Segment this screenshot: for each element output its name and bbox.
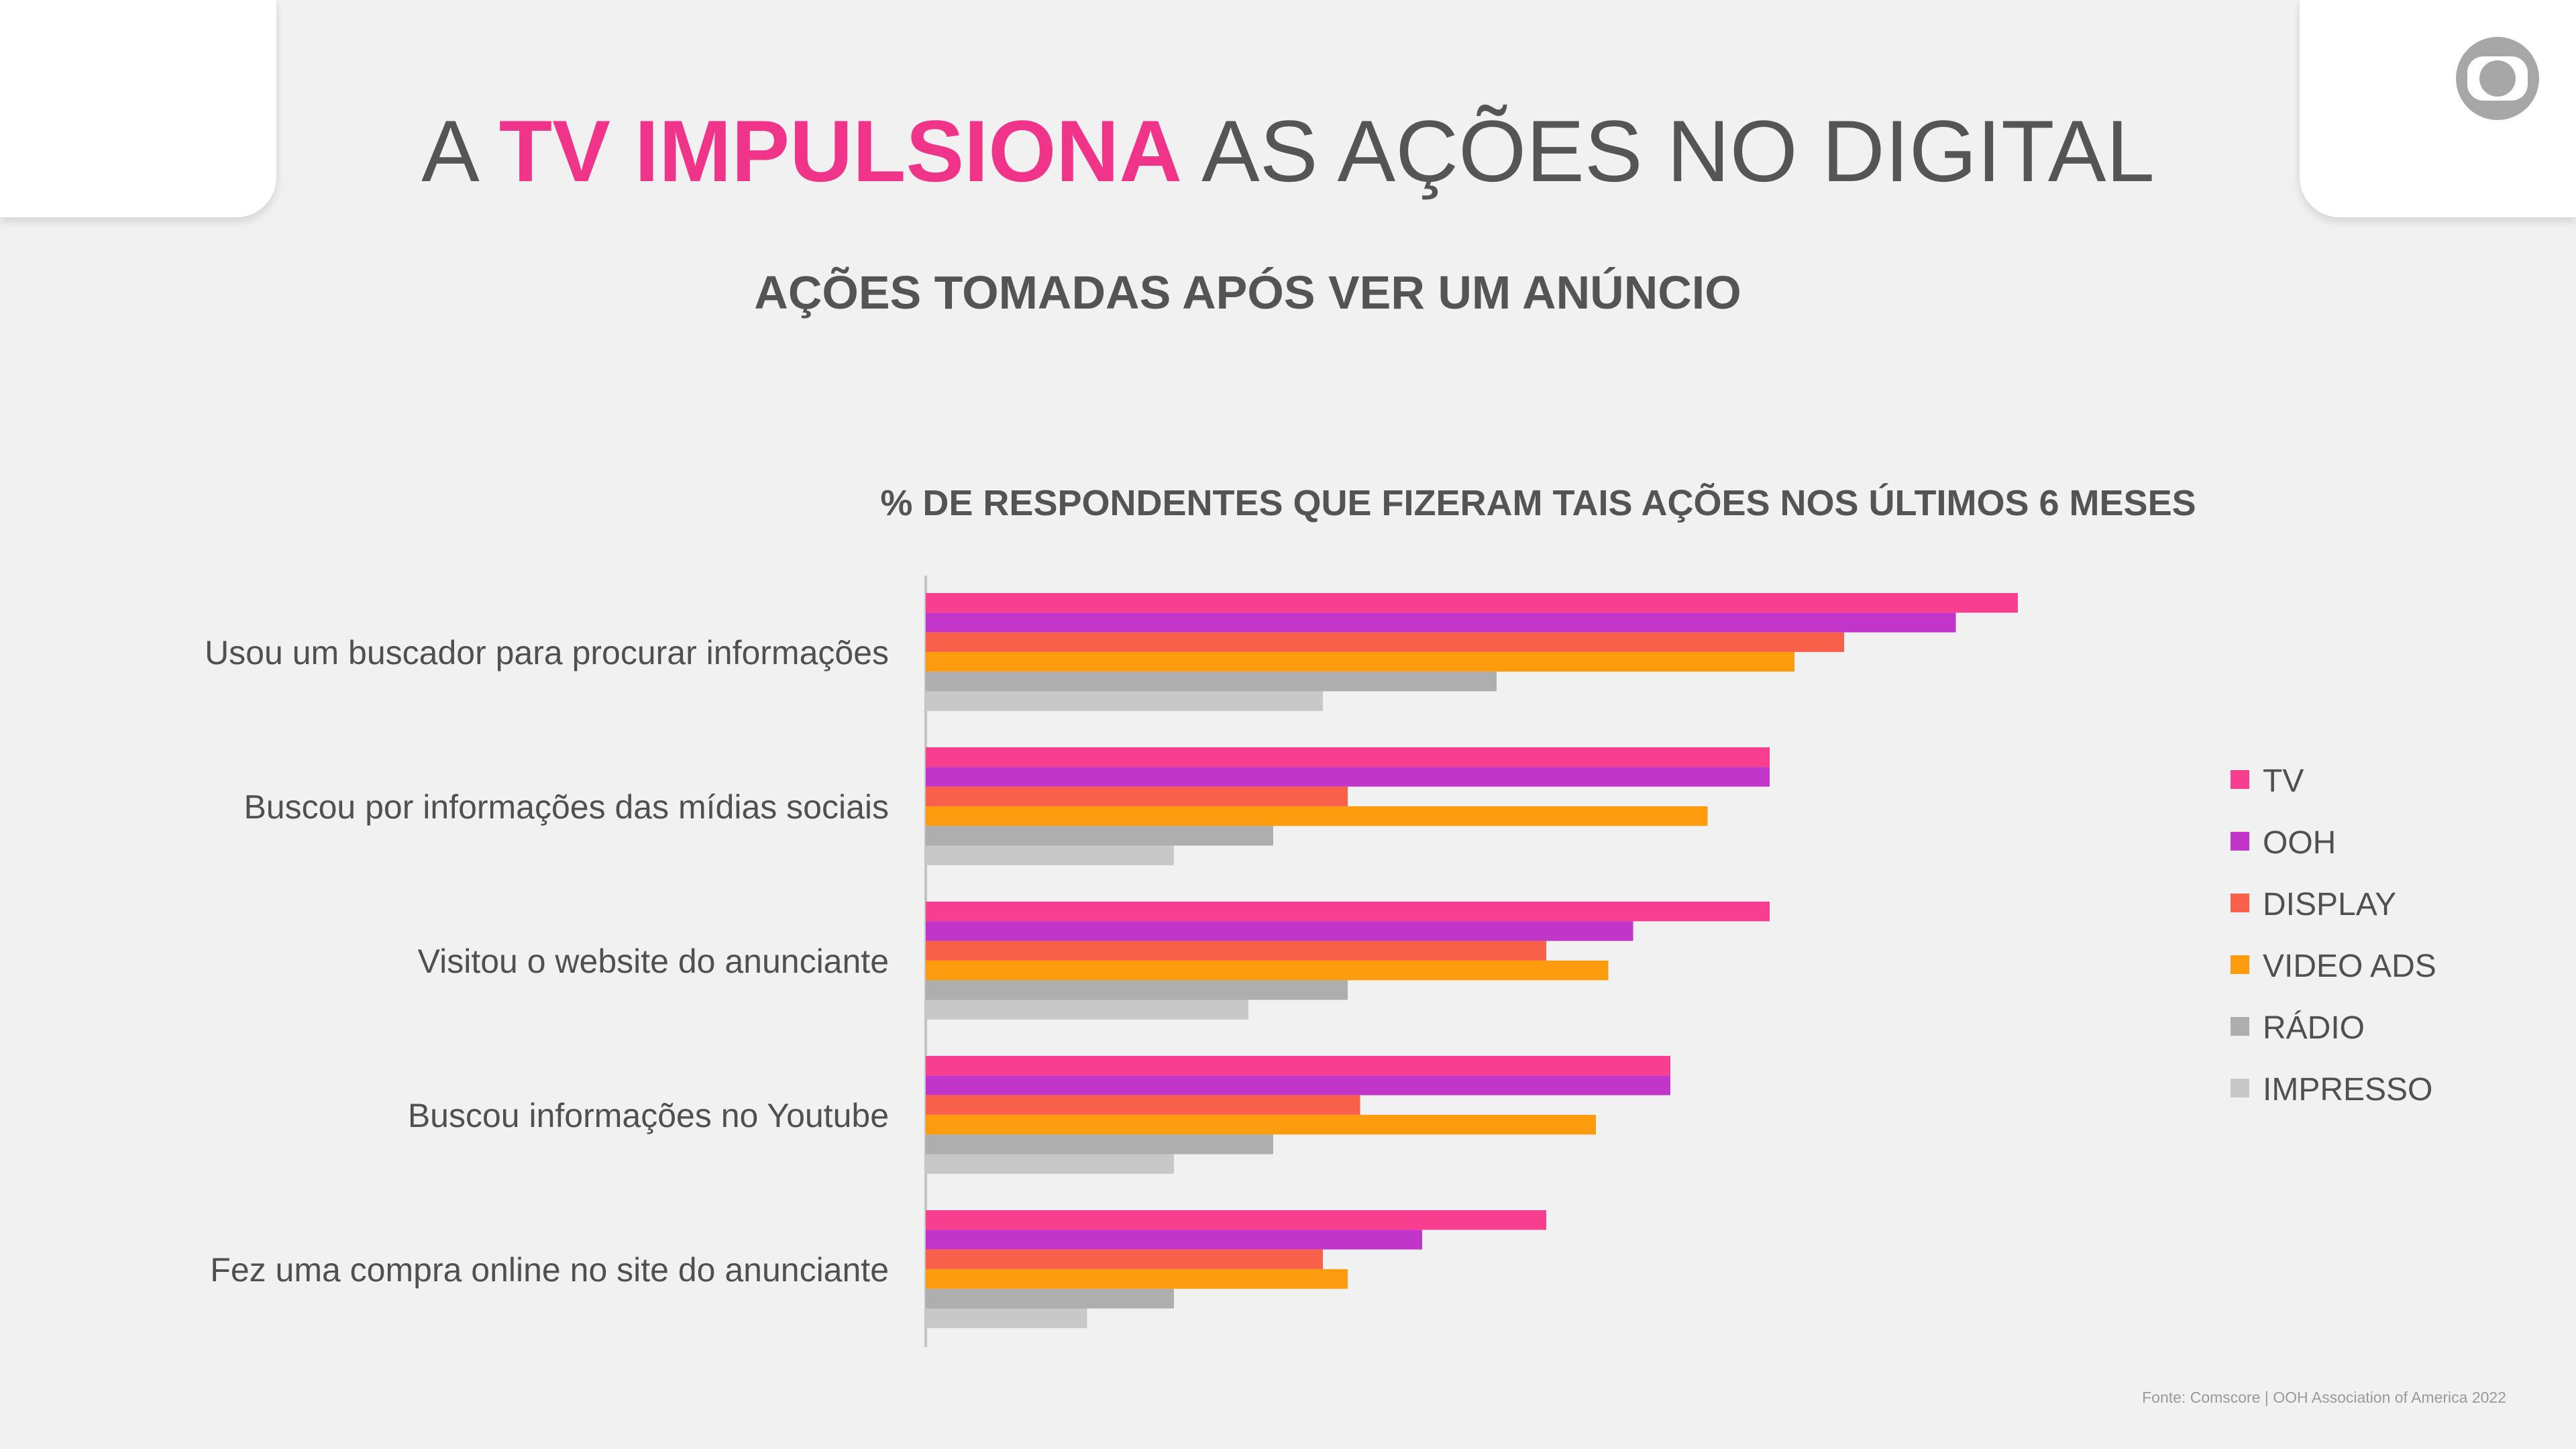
source-note: Fonte: Comscore | OOH Association of Ame…: [2142, 1389, 2506, 1406]
bar-r-dio-5: [926, 1289, 1174, 1309]
category-label: Usou um buscador para procurar informaçõ…: [205, 634, 889, 672]
page-title: A TV IMPULSIONA AS AÇÕES NO DIGITAL: [0, 101, 2576, 201]
title-prefix: A: [421, 102, 499, 200]
bar-display-5: [926, 1249, 1323, 1269]
bar-impresso-5: [926, 1308, 1087, 1328]
title-suffix: AS AÇÕES NO DIGITAL: [1182, 102, 2155, 200]
globo-logo-icon: [2456, 37, 2539, 120]
legend-label: RÁDIO: [2263, 1010, 2365, 1046]
bar-impresso-3: [926, 1000, 1248, 1020]
bar-r-dio-3: [926, 980, 1348, 1000]
legend-swatch: [2231, 894, 2249, 912]
category-label: Buscou informações no Youtube: [408, 1097, 889, 1134]
chart-title: % DE RESPONDENTES QUE FIZERAM TAIS AÇÕES…: [880, 483, 2196, 523]
bar-tv-4: [926, 1056, 1670, 1076]
bar-impresso-4: [926, 1154, 1174, 1174]
bar-ooh-3: [926, 921, 1633, 941]
legend-label: DISPLAY: [2263, 887, 2396, 922]
bar-ooh-1: [926, 612, 1956, 633]
bar-display-1: [926, 632, 1844, 652]
legend-label: VIDEO ADS: [2263, 949, 2436, 984]
legend-label: IMPRESSO: [2263, 1072, 2432, 1108]
legend-swatch: [2231, 832, 2249, 851]
legend-swatch: [2231, 955, 2249, 974]
bar-ooh-2: [926, 767, 1770, 787]
bar-ooh-5: [926, 1230, 1422, 1250]
right-corner-card: [2300, 0, 2576, 217]
bar-display-4: [926, 1095, 1360, 1115]
bar-display-2: [926, 786, 1348, 806]
bar-video-ads-3: [926, 960, 1609, 981]
legend-label: OOH: [2263, 825, 2336, 861]
bar-r-dio-1: [926, 672, 1497, 692]
bar-r-dio-2: [926, 826, 1273, 846]
bar-tv-3: [926, 902, 1770, 922]
legend-swatch: [2231, 1017, 2249, 1036]
legend-swatch: [2231, 1079, 2249, 1097]
bar-video-ads-4: [926, 1114, 1596, 1135]
bar-tv-1: [926, 593, 2018, 613]
title-highlight: TV IMPULSIONA: [498, 102, 1183, 200]
bar-display-3: [926, 941, 1546, 961]
legend-label: TV: [2263, 763, 2304, 799]
bar-video-ads-1: [926, 651, 1794, 672]
bar-r-dio-4: [926, 1134, 1273, 1155]
page-subtitle: AÇÕES TOMADAS APÓS VER UM ANÚNCIO: [754, 266, 1741, 319]
bar-video-ads-2: [926, 806, 1708, 826]
bar-impresso-2: [926, 845, 1174, 865]
bar-ooh-4: [926, 1075, 1670, 1095]
left-corner-card: [0, 0, 276, 217]
bar-impresso-1: [926, 691, 1323, 711]
bar-video-ads-5: [926, 1269, 1348, 1289]
bar-tv-5: [926, 1210, 1546, 1230]
category-label: Fez uma compra online no site do anuncia…: [210, 1251, 889, 1289]
legend-swatch: [2231, 770, 2249, 789]
category-label: Visitou o website do anunciante: [418, 943, 889, 980]
bar-tv-2: [926, 747, 1770, 767]
category-label: Buscou por informações das mídias sociai…: [244, 788, 889, 826]
